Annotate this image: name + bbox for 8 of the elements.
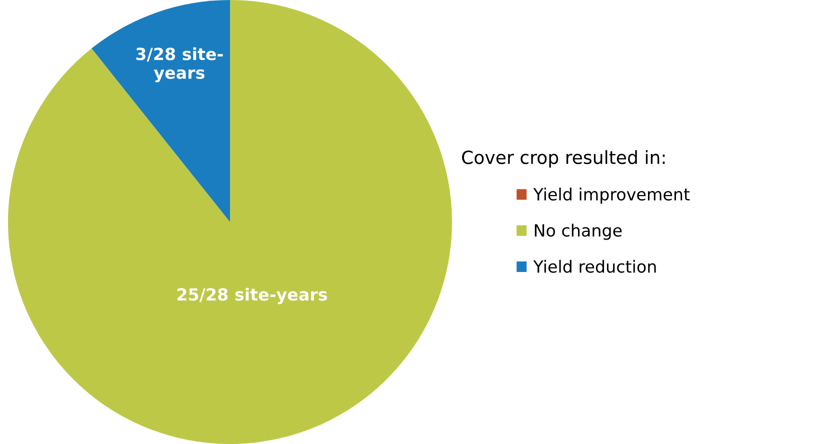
data-label: 3/28 site- years [136, 47, 223, 82]
pie-slice [92, 0, 230, 222]
legend-label: Yield improvement [533, 188, 690, 204]
data-label: 25/28 site-years [177, 288, 328, 304]
legend-title: Cover crop resulted in: [462, 150, 665, 168]
legend-label: No change [534, 224, 622, 240]
pie-slice [8, 0, 452, 444]
legend-label: Yield reduction [533, 260, 656, 273]
